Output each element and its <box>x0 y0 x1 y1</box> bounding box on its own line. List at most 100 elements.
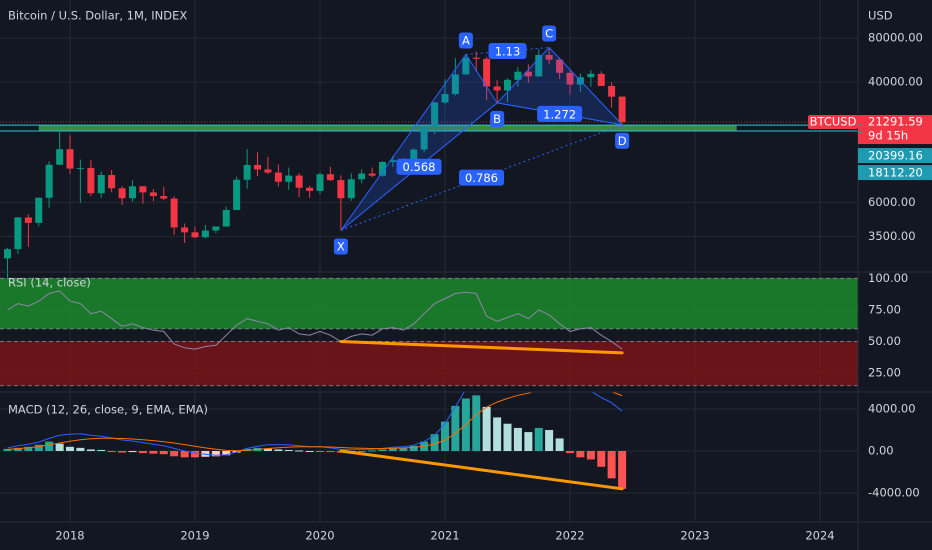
pattern-point-badge <box>458 32 473 49</box>
chart-title: Bitcoin / U.S. Dollar, 1M, INDEX <box>8 9 187 23</box>
candle-body <box>97 174 105 194</box>
pattern-point-badge <box>542 25 557 42</box>
macd-histogram-bar <box>284 449 293 452</box>
macd-histogram-bar <box>180 451 189 458</box>
candle-body <box>274 172 282 182</box>
candle-body <box>14 217 22 250</box>
macd-histogram-bar <box>524 432 533 452</box>
pattern-point-label: X <box>337 239 345 253</box>
candle-body <box>483 58 491 87</box>
candle-body <box>410 149 418 166</box>
ratio-badge <box>396 158 442 175</box>
ratio-label: 0.786 <box>465 171 498 185</box>
rsi-band <box>0 278 858 329</box>
symbol-tag-label: BTCUSD <box>810 115 857 129</box>
ratio-label: 1.13 <box>495 45 521 59</box>
candle-body <box>66 149 74 169</box>
candle-body <box>441 94 449 103</box>
candle-body <box>254 164 261 170</box>
candle-body <box>4 249 11 259</box>
candle-body <box>264 169 272 173</box>
candle-body <box>545 55 553 60</box>
candle-body <box>514 71 522 80</box>
candle-body <box>556 59 564 73</box>
rsi-band <box>0 341 858 386</box>
macd-histogram-bar <box>34 444 43 452</box>
candle-body <box>306 187 314 191</box>
macd-title: MACD (12, 26, close, 9, EMA, EMA) <box>8 403 208 417</box>
candle-body <box>504 79 511 91</box>
pattern-point-label: B <box>493 112 501 126</box>
y-tick-label: -4000.00 <box>868 486 920 500</box>
macd-histogram-bar <box>295 450 304 452</box>
y-tick-label: 80000.00 <box>868 31 923 45</box>
macd-histogram-bar <box>566 451 574 454</box>
x-tick-label: 2023 <box>680 529 709 543</box>
price-tag <box>858 165 932 181</box>
macd-histogram-bar <box>399 447 408 452</box>
candle-body <box>431 102 439 127</box>
candle-body <box>87 167 95 194</box>
macd-histogram-bar <box>86 449 95 452</box>
macd-histogram-bar <box>263 448 272 452</box>
macd-histogram-bar <box>493 417 502 452</box>
y-tick-label: 0.00 <box>868 444 894 458</box>
candle-body <box>524 71 532 77</box>
pattern-point-badge <box>615 132 630 149</box>
candle-body <box>76 167 84 169</box>
candle-body <box>472 57 480 59</box>
macd-histogram-bar <box>76 447 85 452</box>
macd-histogram-bar <box>357 451 366 453</box>
macd-histogram-bar <box>586 451 595 460</box>
y-tick-label: 40000.00 <box>868 75 923 89</box>
candle-body <box>389 160 397 162</box>
y-tick-label: 25.00 <box>868 366 901 380</box>
pattern-ratio-line <box>497 102 623 126</box>
candle-body <box>379 161 386 176</box>
candle-body <box>618 96 626 123</box>
candle-body <box>233 179 241 210</box>
candle-body <box>535 55 543 77</box>
x-tick-label: 2018 <box>55 529 84 543</box>
macd-histogram-bar <box>503 423 512 452</box>
candle-body <box>243 164 251 180</box>
macd-histogram-bar <box>45 441 54 452</box>
macd-histogram-bar <box>388 448 397 452</box>
macd-histogram-bar <box>211 451 220 457</box>
pattern-point-badge <box>333 238 348 255</box>
candle-body <box>129 186 136 199</box>
ratio-badge <box>459 169 504 186</box>
candle-body <box>451 74 459 95</box>
macd-histogram-bar <box>618 451 627 489</box>
candle-body <box>24 217 32 223</box>
macd-histogram-bar <box>555 438 564 452</box>
candle-body <box>56 149 64 165</box>
macd-histogram-bar <box>159 451 168 455</box>
macd-histogram-bar <box>326 451 335 453</box>
ratio-label: 0.568 <box>403 160 436 174</box>
macd-histogram-bar <box>3 448 12 452</box>
pattern-point-badge <box>490 110 505 127</box>
candle-body <box>212 226 220 231</box>
overlay-layer: 0.568 1.13 1.272 0.786 X A B C D <box>333 25 630 491</box>
support-zone <box>38 125 737 131</box>
macd-histogram-bar <box>138 451 147 454</box>
candle-body <box>347 179 355 199</box>
macd-histogram-bar <box>316 451 324 453</box>
macd-histogram-bar <box>513 427 522 452</box>
macd-histogram-bar <box>128 451 137 453</box>
candle-body <box>420 126 428 150</box>
macd-histogram-bar <box>409 445 418 452</box>
macd-histogram-bar <box>534 427 543 452</box>
candle-body <box>201 230 209 238</box>
macd-histogram-bar <box>368 450 377 452</box>
macd-histogram-bar <box>118 451 127 453</box>
y-tick-label: 100.00 <box>868 271 908 285</box>
symbol-tag <box>808 115 858 130</box>
macd-histogram-bar <box>97 449 106 452</box>
candle-body <box>108 174 116 189</box>
candle-body <box>35 197 43 223</box>
macd-histogram-bar <box>305 451 314 453</box>
